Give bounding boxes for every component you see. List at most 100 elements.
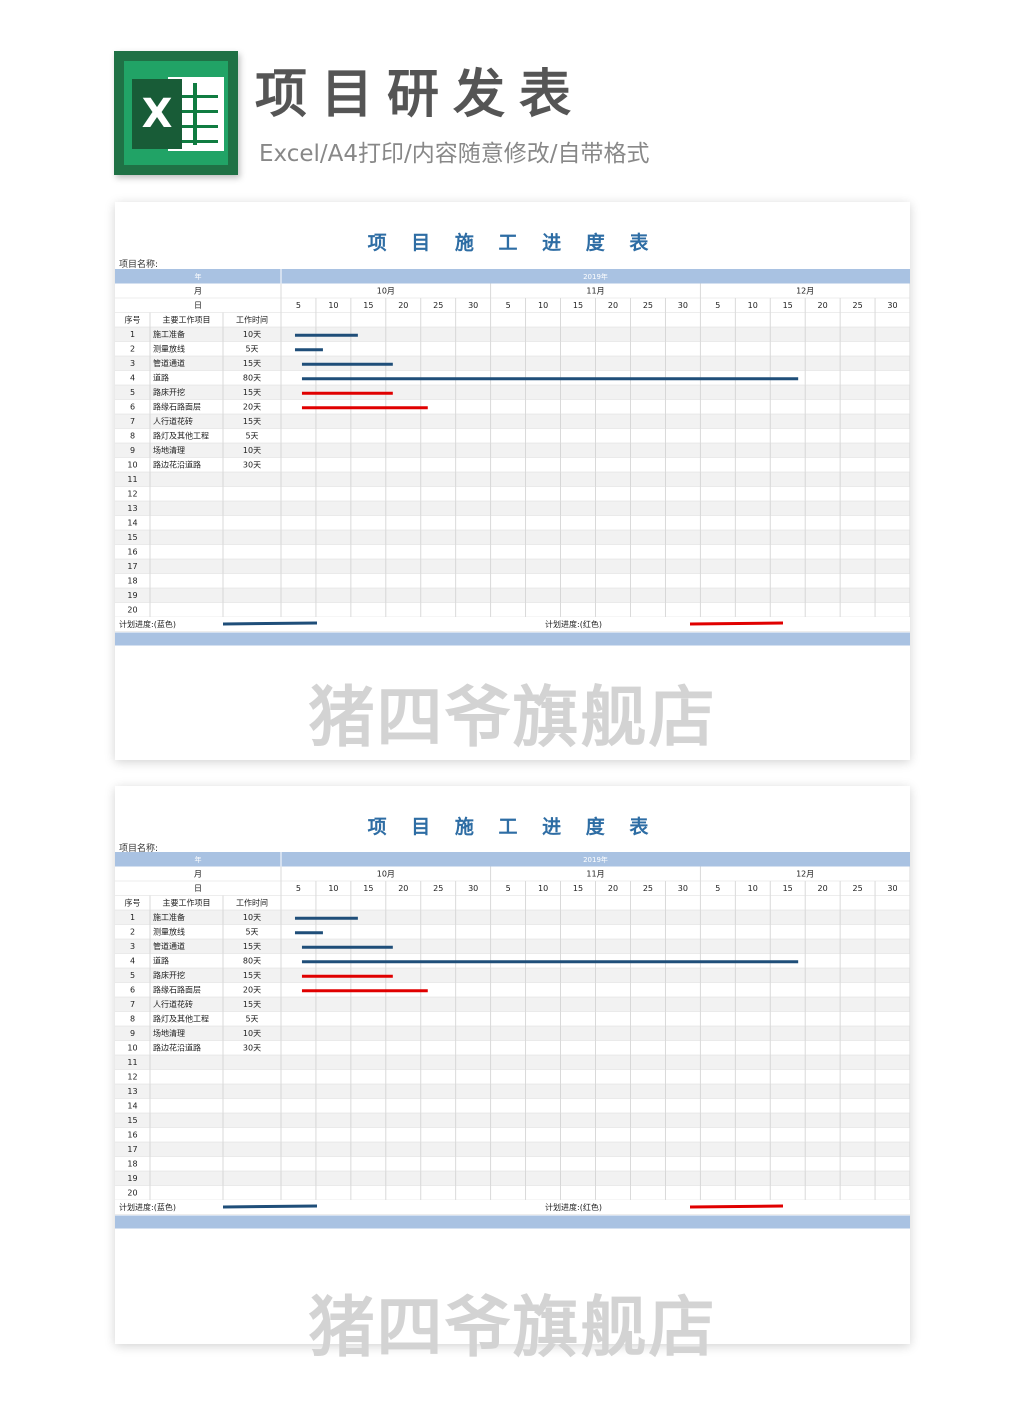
col-no-header: 序号: [125, 898, 141, 908]
table-row: [115, 1011, 910, 1026]
row-task: 测量放线: [153, 927, 185, 937]
year-value: 2019年: [583, 855, 608, 864]
legend-row: [115, 1200, 910, 1215]
sheet-title: 项 目 施 工 进 度 表: [367, 816, 658, 838]
day-cell: 5: [506, 301, 511, 310]
sheet-title: 项 目 施 工 进 度 表: [367, 232, 658, 254]
table-row: [115, 544, 910, 559]
row-number: 8: [130, 432, 135, 441]
row-task: 路缘石路面层: [153, 402, 201, 412]
row-duration: 5天: [245, 928, 258, 937]
year-band: [115, 269, 910, 284]
row-duration: 5天: [245, 345, 258, 354]
row-number: 4: [130, 374, 135, 383]
row-duration: 15天: [243, 971, 261, 980]
table-row: [115, 1084, 910, 1099]
row-number: 13: [127, 504, 137, 513]
day-cell: 10: [538, 301, 548, 310]
legend-blue-line: [222, 1204, 318, 1209]
day-label: 日: [194, 884, 202, 893]
watermark: 猪四爷旗舰店: [308, 679, 717, 756]
table-row: [115, 399, 910, 414]
day-cell: 20: [398, 301, 408, 310]
row-number: 14: [127, 1102, 137, 1111]
day-cell: 15: [783, 884, 793, 893]
day-cell: 25: [852, 884, 862, 893]
row-task: 路床开挖: [153, 970, 185, 980]
page-subtitle: Excel/A4打印/内容随意修改/自带格式: [259, 141, 650, 167]
table-row: [115, 997, 910, 1012]
day-cell: 5: [296, 301, 301, 310]
row-number: 6: [130, 986, 135, 995]
row-task: 路床开挖: [153, 387, 185, 397]
col-duration-header: 工作时间: [236, 898, 268, 908]
row-number: 12: [127, 1073, 137, 1082]
year-label: 年: [195, 272, 202, 281]
table-row: [115, 1026, 910, 1041]
day-cell: 10: [538, 884, 548, 893]
col-duration-header: 工作时间: [236, 315, 268, 325]
excel-logo-icon: X: [114, 51, 238, 175]
day-cell: 10: [328, 884, 338, 893]
year-band: [115, 852, 910, 867]
row-number: 8: [130, 1015, 135, 1024]
day-row: [115, 881, 910, 896]
row-task: 道路: [153, 956, 169, 966]
table-row: [115, 588, 910, 603]
day-cell: 20: [398, 884, 408, 893]
month-cell: 10月: [377, 287, 395, 296]
row-number: 4: [130, 957, 135, 966]
day-cell: 25: [433, 884, 443, 893]
row-number: 2: [130, 928, 135, 937]
sheet-preview-1: 项 目 施 工 进 度 表 项目名称: 年 2019年月 10月 11月 12月日 5 10…: [115, 202, 910, 760]
row-number: 18: [127, 577, 137, 586]
table-row: [115, 486, 910, 501]
day-cell: 30: [468, 884, 478, 893]
month-label: 月: [194, 287, 202, 296]
row-task: 路灯及其他工程: [153, 431, 209, 441]
day-cell: 30: [678, 301, 688, 310]
day-cell: 10: [328, 301, 338, 310]
table-row: [115, 341, 910, 356]
row-task: 管道通道: [153, 941, 185, 951]
table-row: [115, 910, 910, 925]
row-number: 1: [130, 913, 135, 922]
legend-red-label: 计划进度:(红色): [545, 1202, 602, 1212]
month-row: [115, 866, 910, 881]
watermark: 猪四爷旗舰店: [308, 1289, 717, 1366]
row-task: 测量放线: [153, 344, 185, 354]
legend-red-label: 计划进度:(红色): [545, 619, 602, 629]
row-duration: 80天: [243, 957, 261, 966]
col-task-header: 主要工作项目: [163, 898, 211, 908]
table-row: [115, 472, 910, 487]
row-number: 3: [130, 359, 135, 368]
row-number: 6: [130, 403, 135, 412]
row-number: 16: [127, 1131, 137, 1140]
day-cell: 5: [296, 884, 301, 893]
table-row: [115, 1069, 910, 1084]
row-task: 路边花沿道路: [153, 460, 201, 470]
row-duration: 10天: [243, 1029, 261, 1038]
day-cell: 10: [748, 884, 758, 893]
row-duration: 15天: [243, 359, 261, 368]
year-label: 年: [195, 855, 202, 864]
row-task: 路边花沿道路: [153, 1043, 201, 1053]
table-row: [115, 530, 910, 545]
legend-row: [115, 617, 910, 632]
row-task: 路缘石路面层: [153, 985, 201, 995]
row-task: 道路: [153, 373, 169, 383]
row-number: 20: [127, 1189, 137, 1198]
table-row: [115, 501, 910, 516]
legend-blue-line: [222, 621, 318, 626]
row-number: 10: [127, 461, 137, 470]
day-cell: 30: [468, 301, 478, 310]
row-task: 施工准备: [153, 912, 185, 922]
row-number: 11: [127, 475, 137, 484]
row-duration: 10天: [243, 330, 261, 339]
row-duration: 20天: [243, 986, 261, 995]
row-task: 路灯及其他工程: [153, 1014, 209, 1024]
table-row: [115, 1055, 910, 1070]
day-cell: 30: [887, 301, 897, 310]
row-duration: 5天: [245, 1015, 258, 1024]
legend-red-line: [689, 1204, 784, 1209]
